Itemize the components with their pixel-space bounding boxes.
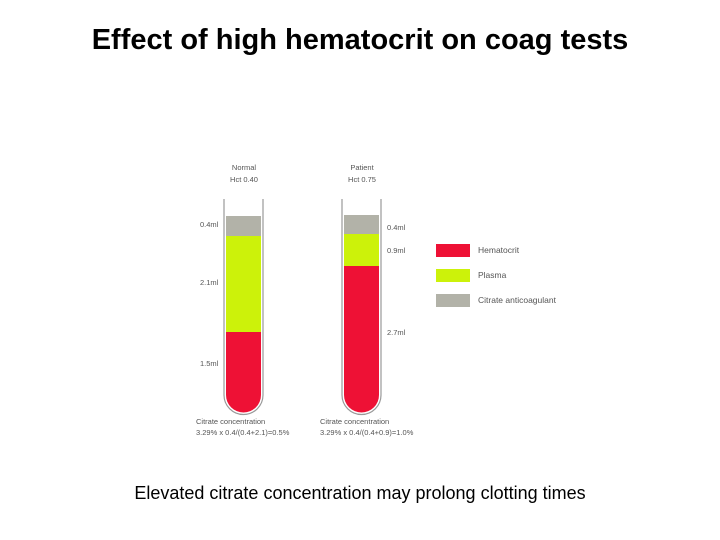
patient-tube bbox=[341, 199, 382, 416]
normal-tube-outline bbox=[223, 199, 264, 416]
legend-swatch-citrate bbox=[436, 294, 470, 307]
normal-citrate-volume: 0.4ml bbox=[200, 220, 219, 229]
slide-title: Effect of high hematocrit on coag tests bbox=[91, 24, 629, 56]
patient-hematocrit-layer bbox=[344, 266, 379, 413]
normal-concentration-formula: 3.29% x 0.4/(0.4+2.1)=0.5% bbox=[196, 428, 290, 437]
tube-diagram: Normal Hct 0.40 Patient Hct 0.75 0.4ml 2… bbox=[196, 163, 557, 437]
patient-concentration-formula: 3.29% x 0.4/(0.4+0.9)=1.0% bbox=[320, 428, 414, 437]
normal-citrate-layer bbox=[226, 216, 261, 236]
patient-plasma-layer bbox=[344, 234, 379, 266]
patient-plasma-volume: 0.9ml bbox=[387, 246, 406, 255]
patient-concentration-label: Citrate concentration bbox=[320, 417, 389, 426]
legend: Hematocrit Plasma Citrate anticoagulant bbox=[436, 244, 557, 307]
normal-plasma-layer bbox=[226, 236, 261, 332]
patient-citrate-layer bbox=[344, 215, 379, 234]
legend-label-plasma: Plasma bbox=[478, 270, 507, 280]
patient-tube-hct: Hct 0.75 bbox=[348, 175, 376, 184]
normal-hematocrit-layer bbox=[226, 332, 261, 413]
normal-cells-volume: 1.5ml bbox=[200, 359, 219, 368]
legend-swatch-plasma bbox=[436, 269, 470, 282]
legend-swatch-hematocrit bbox=[436, 244, 470, 257]
legend-label-hematocrit: Hematocrit bbox=[478, 245, 520, 255]
normal-tube-name: Normal bbox=[232, 163, 257, 172]
patient-tube-outline bbox=[341, 199, 382, 416]
legend-label-citrate: Citrate anticoagulant bbox=[478, 295, 557, 305]
patient-citrate-volume: 0.4ml bbox=[387, 223, 406, 232]
patient-tube-name: Patient bbox=[350, 163, 374, 172]
patient-cells-volume: 2.7ml bbox=[387, 328, 406, 337]
normal-plasma-volume: 2.1ml bbox=[200, 278, 219, 287]
normal-tube-hct: Hct 0.40 bbox=[230, 175, 258, 184]
normal-concentration-label: Citrate concentration bbox=[196, 417, 265, 426]
normal-tube bbox=[223, 199, 264, 416]
slide-caption: Elevated citrate concentration may prolo… bbox=[134, 483, 586, 503]
